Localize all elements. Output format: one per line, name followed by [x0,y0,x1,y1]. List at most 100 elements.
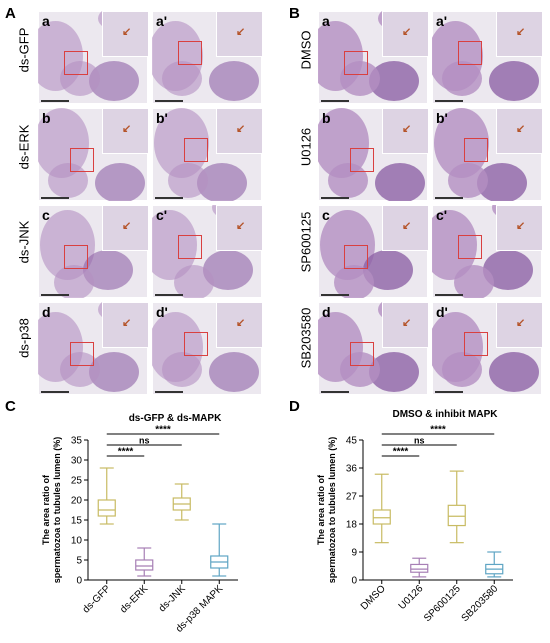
x-tick-label: U0126 [397,583,426,612]
zoom-inset [496,11,542,57]
tissue-section [328,163,368,198]
panel-letter-d: D [289,398,300,415]
y-axis-label-line: spermatozoa to tubules lumen (%) [52,437,62,584]
row-label-dmso: DMSO [298,30,314,70]
micrograph-a-3-left: ↙ c [38,205,148,298]
zoom-inset [102,205,148,251]
scale-bar [321,294,349,296]
sub-panel-label: a' [156,13,168,29]
tissue-section [489,61,539,101]
scale-bar [321,100,349,102]
y-tick-label: 35 [71,436,83,447]
roi-box [70,342,94,366]
arrow-icon: ↙ [236,220,246,232]
box-ds-p38-mapk [210,523,229,577]
arrow-icon: ↙ [236,123,246,135]
scale-bar [435,391,463,393]
panel-letter-a: A [5,5,16,22]
zoom-inset [382,11,428,57]
y-tick-label: 10 [71,536,83,547]
roi-box [64,51,88,75]
tissue-section [174,265,214,298]
arrow-icon: ↙ [402,220,412,232]
y-tick-label: 5 [76,556,82,567]
arrow-icon: ↙ [122,220,132,232]
y-tick-label: 27 [346,492,358,503]
arrow-icon: ↙ [122,317,132,329]
y-axis-label: The area ratio ofspermatozoa to tubules … [41,437,62,584]
scale-bar [321,391,349,393]
roi-box [64,245,88,269]
micrograph-b-2-right: ↙ b' [432,108,542,201]
x-tick-label: ds-GFP [81,583,113,615]
sub-panel-label: c [42,207,50,223]
tissue-section [334,265,374,298]
roi-box [344,245,368,269]
scale-bar [321,197,349,199]
tissue-section [448,163,488,198]
y-tick-label: 0 [351,576,357,587]
sub-panel-label: b' [436,110,448,126]
sub-panel-label: d [322,304,331,320]
zoom-inset [496,108,542,154]
row-label-sp600125: SP600125 [298,211,314,273]
box-ds-gfp [97,467,116,525]
scale-bar [41,100,69,102]
tissue-section [54,265,94,298]
tissue-section [375,163,425,201]
sub-panel-label: b [322,110,331,126]
roi-box [464,332,488,356]
zoom-inset [382,108,428,154]
significance-label: ns [139,436,150,446]
scale-bar [435,100,463,102]
micrograph-b-3-right: ↙ c' [432,205,542,298]
roi-box [184,332,208,356]
scale-bar [155,100,183,102]
sub-panel-label: a [322,13,330,29]
y-tick-label: 0 [76,576,82,587]
scale-bar [435,197,463,199]
scale-bar [41,294,69,296]
tissue-section [162,61,202,96]
sub-panel-label: c' [156,207,168,223]
box-ds-erk [135,547,154,577]
chart-d: 0 9 18 27 36 45 The area ratio ofspermatozoa t… [316,425,513,624]
sub-panel-label: b' [156,110,168,126]
sub-panel-label: c [322,207,330,223]
arrow-icon: ↙ [516,26,526,38]
micrograph-b-3-left: ↙ c [318,205,428,298]
roi-box [464,138,488,162]
micrograph-a-4-right: ↙ d' [152,302,262,395]
zoom-inset [216,205,262,251]
tissue-section [209,61,259,101]
sub-panel-label: a [42,13,50,29]
roi-box [344,51,368,75]
micrograph-b-4-left: ↙ d [318,302,428,395]
arrow-icon: ↙ [122,26,132,38]
zoom-inset [382,302,428,348]
scale-bar [155,294,183,296]
box-iqr [372,509,391,525]
micrograph-b-1-left: ↙ a [318,11,428,104]
roi-box [178,41,202,65]
x-tick-label: SB203580 [460,583,501,624]
arrow-icon: ↙ [402,123,412,135]
tissue-section [162,352,202,387]
micrograph-b-1-right: ↙ a' [432,11,542,104]
scale-bar [435,294,463,296]
y-tick-label: 20 [71,496,83,507]
tissue-section [209,352,259,392]
zoom-inset [102,11,148,57]
roi-box [350,342,374,366]
roi-box [350,148,374,172]
panel-letter-c: C [5,398,16,415]
arrow-icon: ↙ [516,220,526,232]
zoom-inset [216,108,262,154]
x-tick-label: SP600125 [422,583,463,624]
zoom-inset [102,302,148,348]
y-axis-label: The area ratio ofspermatozoa to tubules … [316,437,337,584]
significance-label: **** [155,425,171,436]
box-sp600125 [447,470,466,544]
micrograph-a-1-left: ↙ a [38,11,148,104]
arrow-icon: ↙ [402,26,412,38]
